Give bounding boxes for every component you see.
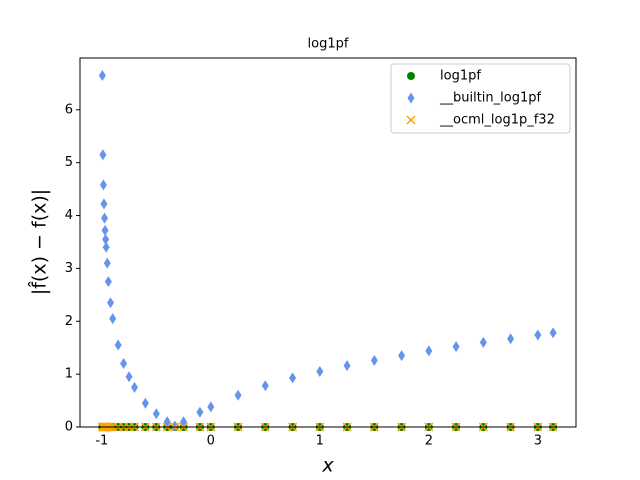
point <box>343 360 351 372</box>
point <box>100 198 108 210</box>
y-tick-label: 2 <box>65 314 73 329</box>
x-tick-label: 3 <box>534 434 542 449</box>
point <box>289 372 297 384</box>
point <box>425 345 433 357</box>
point <box>370 354 378 366</box>
plot-frame <box>79 57 577 428</box>
point <box>316 365 324 377</box>
legend-marker <box>407 92 415 104</box>
point <box>104 276 112 288</box>
x-tick-label: 1 <box>316 434 324 449</box>
y-tick-label: 0 <box>65 420 73 435</box>
point <box>141 397 149 409</box>
point <box>99 179 107 191</box>
point <box>114 339 122 351</box>
point <box>452 341 460 353</box>
point <box>99 149 107 161</box>
y-axis-label: |f̂(x) − f(x)| <box>28 189 50 295</box>
point <box>101 224 109 236</box>
point <box>261 380 269 392</box>
x-tick-label: -1 <box>95 434 108 449</box>
point <box>120 358 128 370</box>
point <box>207 401 215 413</box>
point <box>98 69 106 81</box>
y-tick-label: 6 <box>65 102 73 117</box>
point <box>125 371 133 383</box>
x-tick-label: 0 <box>207 434 215 449</box>
chart-title: log1pf <box>308 37 349 52</box>
x-axis-label: x <box>321 455 334 477</box>
y-tick-label: 1 <box>65 367 73 382</box>
x-tick-label: 2 <box>425 434 433 449</box>
legend-marker <box>406 115 416 125</box>
point <box>103 257 111 269</box>
point <box>107 297 115 309</box>
legend-label: __ocml_log1p_f32 <box>439 113 555 128</box>
point <box>234 389 242 401</box>
point <box>101 212 109 224</box>
y-tick-label: 3 <box>65 261 73 276</box>
legend-box <box>390 63 571 134</box>
y-tick-label: 5 <box>65 155 73 170</box>
legend-label: log1pf <box>440 69 481 84</box>
y-tick-label: 4 <box>65 208 73 223</box>
point <box>479 336 487 348</box>
point <box>398 350 406 362</box>
point <box>131 381 139 393</box>
point <box>152 408 160 420</box>
point <box>534 329 542 341</box>
legend-marker <box>407 72 415 80</box>
legend-label: __builtin_log1pf <box>439 91 542 106</box>
point <box>102 241 110 253</box>
point <box>549 327 557 339</box>
point <box>196 406 204 418</box>
point <box>102 233 110 245</box>
point <box>507 333 515 345</box>
point <box>109 313 117 325</box>
